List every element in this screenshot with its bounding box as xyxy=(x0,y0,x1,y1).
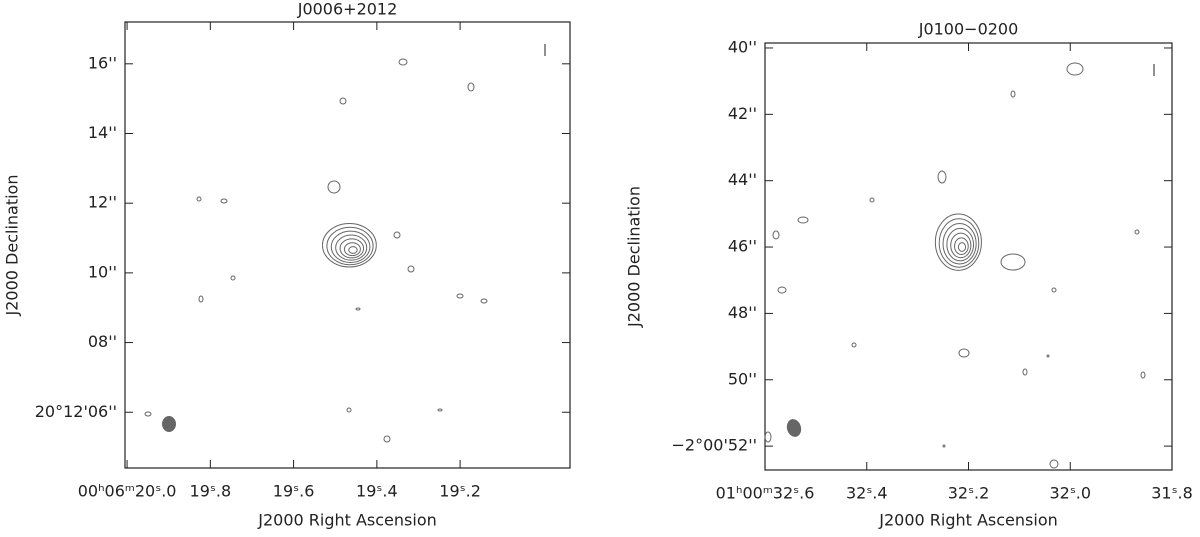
contour xyxy=(851,342,857,348)
contour xyxy=(330,230,371,263)
beam xyxy=(162,416,176,432)
contour xyxy=(437,408,443,412)
x-tick-label: 19ˢ.8 xyxy=(190,482,232,501)
contour xyxy=(946,227,975,262)
y-axis-label: J2000 Declination xyxy=(625,186,644,328)
chart-title: J0006+2012 xyxy=(297,0,398,19)
x-tick-label: 32ˢ.2 xyxy=(948,484,990,503)
contour xyxy=(1049,459,1059,469)
x-axis-label: J2000 Right Ascension xyxy=(257,511,437,530)
x-axis-label: J2000 Right Ascension xyxy=(878,511,1058,530)
y-axis-label: J2000 Declination xyxy=(3,175,22,317)
contour xyxy=(339,97,347,105)
contour xyxy=(937,170,947,184)
contour xyxy=(198,295,204,303)
contour xyxy=(144,411,152,417)
x-tick-label: 32ˢ.4 xyxy=(846,484,888,503)
x-tick-label: 00ʰ06ᵐ20ˢ.0 xyxy=(78,482,177,501)
chart-title: J0100−0200 xyxy=(918,20,1019,39)
x-tick-label: 19ˢ.6 xyxy=(273,482,315,501)
x-tick-label: 19ˢ.2 xyxy=(439,482,481,501)
y-tick-label: 44'' xyxy=(728,170,757,189)
contour xyxy=(327,180,341,194)
contour xyxy=(326,226,374,266)
contour xyxy=(1000,253,1026,271)
contour xyxy=(797,216,809,224)
y-tick-label: 12'' xyxy=(88,193,117,212)
y-tick-label: 46'' xyxy=(728,237,757,256)
contour xyxy=(348,246,358,254)
contour xyxy=(480,298,488,304)
contour xyxy=(1066,62,1084,76)
contour xyxy=(942,444,946,448)
y-tick-label: −2°00'52'' xyxy=(672,436,758,455)
contour xyxy=(934,213,982,271)
contour xyxy=(383,435,391,443)
plot-frame xyxy=(124,21,571,469)
contour xyxy=(339,238,365,259)
contour xyxy=(954,237,969,256)
y-tick-label: 40'' xyxy=(728,37,757,56)
x-tick-label: 32ˢ.0 xyxy=(1049,484,1091,503)
contour xyxy=(772,230,780,240)
contour xyxy=(393,231,401,239)
y-tick-label: 16'' xyxy=(88,53,117,72)
contour xyxy=(355,307,361,311)
contour xyxy=(456,293,464,299)
contour xyxy=(1051,287,1057,293)
y-tick-label: 10'' xyxy=(88,262,117,281)
contour xyxy=(777,286,787,294)
contour xyxy=(343,242,361,257)
contour xyxy=(220,198,228,204)
contour xyxy=(398,58,408,66)
contour xyxy=(346,407,352,413)
x-tick-label: 19ˢ.4 xyxy=(356,482,398,501)
contour xyxy=(1022,368,1028,376)
y-tick-label: 50'' xyxy=(728,369,757,388)
x-tick-label: 31ˢ.8 xyxy=(1151,484,1193,503)
panel: J0100−0200 J2000 Right Ascension J2000 Dec… xyxy=(625,20,1193,530)
contour xyxy=(322,222,377,268)
plot-frame xyxy=(764,42,1173,471)
y-tick-label: 42'' xyxy=(728,104,757,123)
contour xyxy=(230,275,236,281)
y-tick-label: 08'' xyxy=(88,332,117,351)
beam xyxy=(786,419,802,437)
contour xyxy=(958,348,970,358)
contour xyxy=(407,265,415,273)
contour xyxy=(1140,371,1146,379)
contour xyxy=(869,197,875,203)
contour xyxy=(335,234,368,261)
contour xyxy=(1010,90,1016,98)
contour xyxy=(950,232,972,259)
contour xyxy=(938,218,980,268)
y-tick-label: 48'' xyxy=(728,303,757,322)
y-tick-label: 14'' xyxy=(88,123,117,142)
x-tick-label: 01ʰ00ᵐ32ˢ.6 xyxy=(716,484,815,503)
contour xyxy=(1134,229,1140,235)
contour xyxy=(1046,354,1050,358)
contour xyxy=(196,196,202,202)
contour xyxy=(957,242,967,252)
panel: J0006+2012 J2000 Right Ascension J2000 Dec… xyxy=(3,0,571,530)
contour xyxy=(764,431,772,443)
y-tick-label: 20°12'06'' xyxy=(35,402,117,421)
contour xyxy=(467,82,475,92)
contour xyxy=(942,223,977,265)
